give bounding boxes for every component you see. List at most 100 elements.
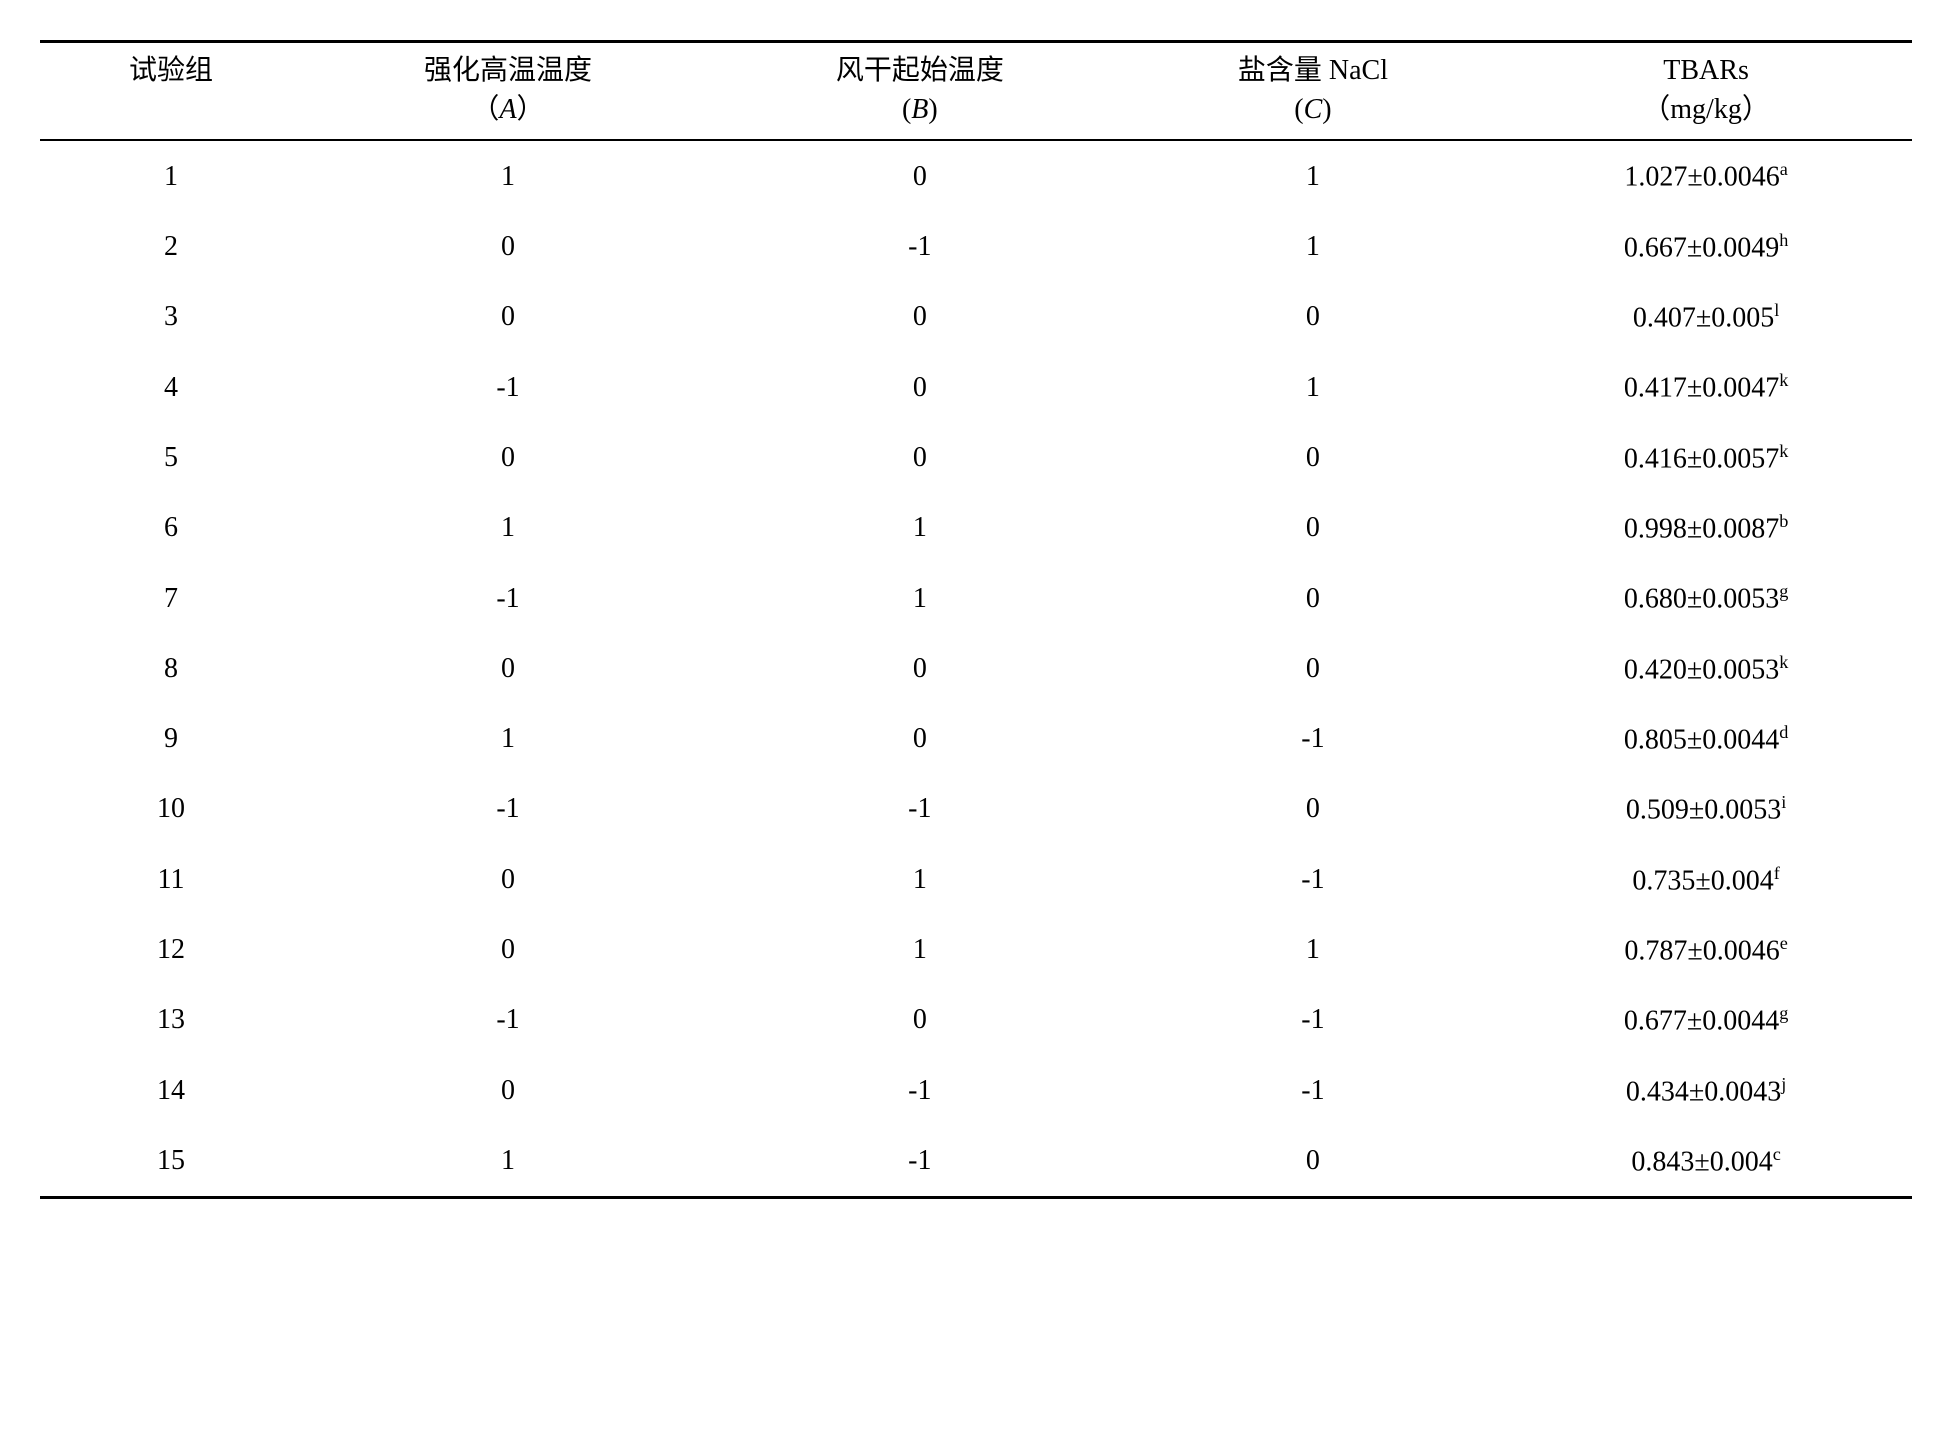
cell-tbars: 0.417±0.0047k [1500,352,1912,422]
cell-tbars: 0.667±0.0049h [1500,212,1912,282]
cell-tbars: 0.843±0.004c [1500,1126,1912,1198]
tbars-value: 0.805±0.0044 [1624,724,1779,755]
tbars-superscript: k [1779,441,1788,461]
table-row: 11011.027±0.0046a [40,140,1912,211]
table-row: 120110.787±0.0046e [40,915,1912,985]
col-header-a-var: A [499,94,516,125]
col-header-tbars-unit: mg/kg [1670,94,1742,125]
tbars-superscript: e [1780,933,1788,953]
table-row: 20-110.667±0.0049h [40,212,1912,282]
tbars-value: 0.680±0.0053 [1624,584,1779,615]
col-header-a-line2-suffix: ） [517,94,545,125]
table-row: 1101-10.735±0.004f [40,845,1912,915]
cell-c: 1 [1126,212,1500,282]
tbars-superscript: d [1779,722,1788,742]
cell-a: 0 [302,423,714,493]
cell-c: 1 [1126,140,1500,211]
cell-c: -1 [1126,845,1500,915]
cell-c: 0 [1126,1126,1500,1198]
tbars-value: 0.434±0.0043 [1626,1076,1781,1107]
cell-tbars: 0.677±0.0044g [1500,985,1912,1055]
cell-c: 0 [1126,774,1500,844]
tbars-value: 0.407±0.005 [1633,302,1774,333]
cell-tbars: 0.805±0.0044d [1500,704,1912,774]
tbars-superscript: b [1779,511,1788,531]
cell-c: 1 [1126,352,1500,422]
tbars-value: 0.735±0.004 [1632,865,1773,896]
cell-a: 0 [302,1056,714,1126]
cell-c: -1 [1126,985,1500,1055]
col-header-tbars-line2-prefix: （ [1642,94,1670,125]
table-row: 140-1-10.434±0.0043j [40,1056,1912,1126]
cell-b: 0 [714,634,1126,704]
cell-a: 0 [302,634,714,704]
tbars-superscript: k [1779,652,1788,672]
tbars-superscript: j [1781,1074,1786,1094]
cell-a: 1 [302,704,714,774]
tbars-superscript: f [1774,863,1780,883]
cell-tbars: 0.787±0.0046e [1500,915,1912,985]
cell-b: 1 [714,845,1126,915]
cell-c: 0 [1126,634,1500,704]
cell-a: 0 [302,212,714,282]
cell-group: 5 [40,423,302,493]
tbars-value: 0.677±0.0044 [1624,1006,1779,1037]
cell-group: 3 [40,282,302,352]
cell-a: 0 [302,915,714,985]
cell-a: 1 [302,1126,714,1198]
cell-c: 0 [1126,563,1500,633]
cell-tbars: 0.434±0.0043j [1500,1056,1912,1126]
cell-group: 4 [40,352,302,422]
col-header-c-line2-prefix: ( [1294,94,1303,125]
col-header-group-line1: 试验组 [129,55,213,86]
cell-b: 0 [714,352,1126,422]
col-header-c-line2-suffix: ) [1322,94,1331,125]
cell-b: 0 [714,140,1126,211]
cell-b: 0 [714,704,1126,774]
col-header-c: 盐含量 NaCl (C) [1126,42,1500,141]
cell-c: 1 [1126,915,1500,985]
cell-a: 1 [302,140,714,211]
table-row: 10-1-100.509±0.0053i [40,774,1912,844]
tbars-superscript: i [1781,792,1786,812]
col-header-b: 风干起始温度 (B) [714,42,1126,141]
cell-a: -1 [302,563,714,633]
cell-c: 0 [1126,423,1500,493]
table-row: 4-1010.417±0.0047k [40,352,1912,422]
col-header-c-line1: 盐含量 NaCl [1238,55,1388,86]
cell-a: -1 [302,352,714,422]
cell-a: 1 [302,493,714,563]
table-row: 7-1100.680±0.0053g [40,563,1912,633]
cell-group: 15 [40,1126,302,1198]
tbars-superscript: k [1779,370,1788,390]
col-header-c-var: C [1304,94,1323,125]
cell-tbars: 0.680±0.0053g [1500,563,1912,633]
cell-b: 0 [714,423,1126,493]
col-header-a-line1: 强化高温温度 [424,55,592,86]
cell-group: 1 [40,140,302,211]
col-header-a: 强化高温温度 （A） [302,42,714,141]
tbars-value: 0.420±0.0053 [1624,654,1779,685]
cell-tbars: 0.998±0.0087b [1500,493,1912,563]
cell-tbars: 0.416±0.0057k [1500,423,1912,493]
table-row: 61100.998±0.0087b [40,493,1912,563]
tbars-value: 0.417±0.0047 [1624,373,1779,404]
table-row: 13-10-10.677±0.0044g [40,985,1912,1055]
col-header-group: 试验组 [40,42,302,141]
tbars-superscript: g [1779,581,1788,601]
cell-b: 0 [714,985,1126,1055]
cell-b: -1 [714,774,1126,844]
cell-b: 0 [714,282,1126,352]
col-header-b-var: B [911,94,928,125]
cell-group: 10 [40,774,302,844]
col-header-a-line2-prefix: （ [471,94,499,125]
cell-group: 7 [40,563,302,633]
tbars-value: 0.843±0.004 [1631,1146,1772,1177]
table-body: 11011.027±0.0046a20-110.667±0.0049h30000… [40,140,1912,1197]
table-row: 80000.420±0.0053k [40,634,1912,704]
cell-tbars: 0.509±0.0053i [1500,774,1912,844]
tbars-superscript: c [1773,1144,1781,1164]
tbars-value: 0.509±0.0053 [1626,795,1781,826]
tbars-value: 0.787±0.0046 [1624,935,1779,966]
cell-b: -1 [714,212,1126,282]
